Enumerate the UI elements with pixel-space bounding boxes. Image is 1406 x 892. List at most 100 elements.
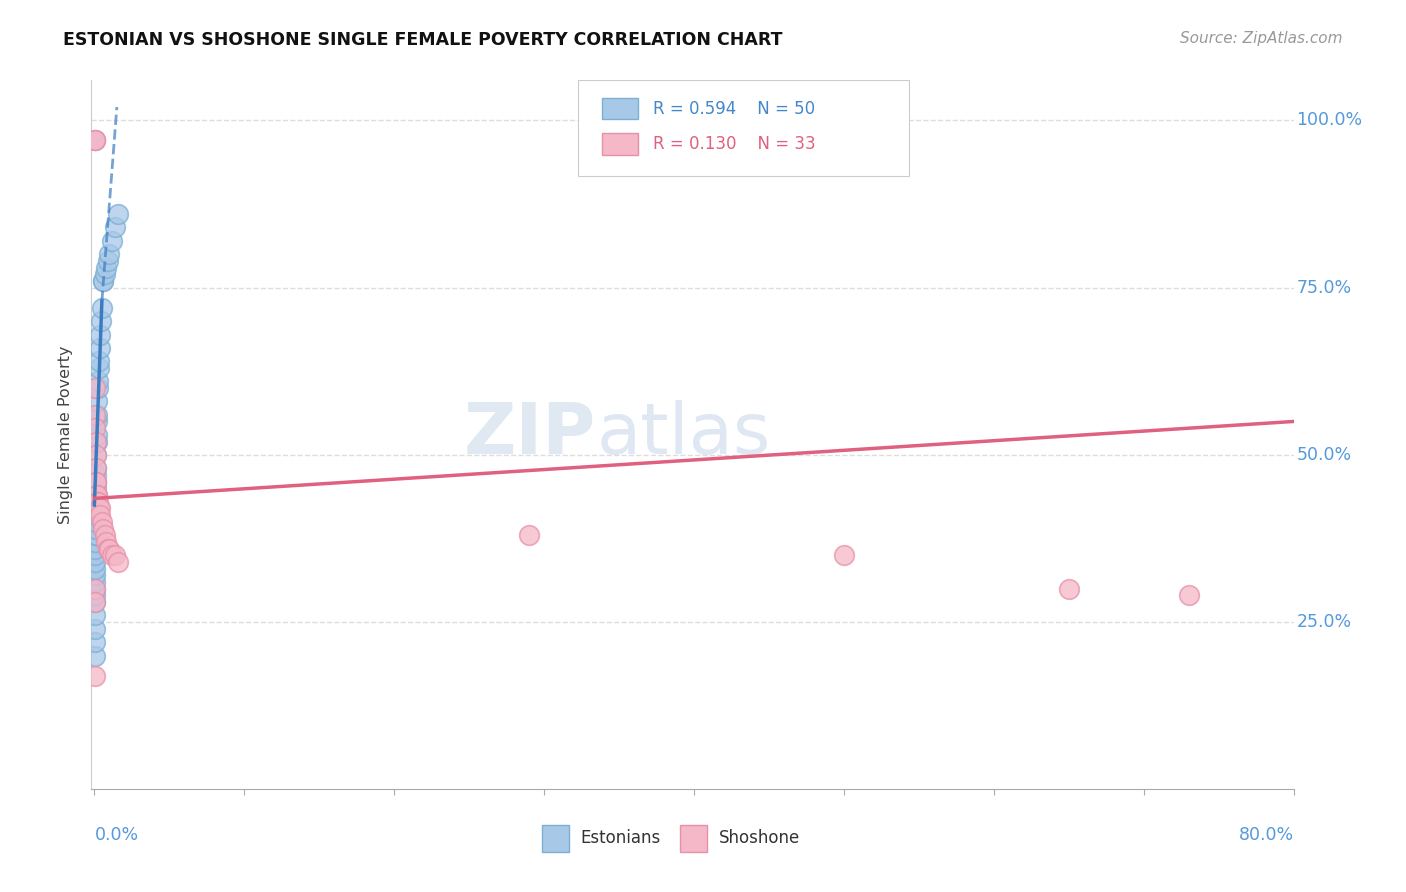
Point [87, 501, 110, 516]
Point [84, 468, 107, 483]
Text: 80.0%: 80.0% [1239, 826, 1294, 844]
Point [84, 461, 107, 475]
Point [84, 508, 107, 523]
Point [89, 327, 111, 342]
Point [84, 434, 107, 449]
Point [84, 528, 107, 542]
Bar [602, 98, 638, 120]
Point [86, 434, 108, 449]
Point [517, 528, 540, 542]
Text: Source: ZipAtlas.com: Source: ZipAtlas.com [1180, 31, 1343, 46]
Point [1057, 582, 1080, 596]
Text: 0.0%: 0.0% [94, 826, 139, 844]
Text: Estonians: Estonians [581, 830, 661, 847]
Point [86, 448, 108, 462]
Point [104, 220, 127, 235]
Point [86, 394, 108, 409]
Point [84, 134, 107, 148]
Point [84, 482, 107, 496]
Point [107, 207, 129, 221]
Point [83, 595, 105, 609]
Text: 25.0%: 25.0% [1296, 613, 1351, 632]
Point [97, 254, 120, 268]
Point [94, 528, 117, 542]
Point [84, 515, 107, 529]
Point [84, 475, 107, 489]
Text: R = 0.594    N = 50: R = 0.594 N = 50 [652, 100, 815, 118]
Point [101, 548, 124, 563]
Point [83, 622, 105, 636]
Point [84, 475, 107, 489]
Point [84, 448, 107, 462]
Text: ESTONIAN VS SHOSHONE SINGLE FEMALE POVERTY CORRELATION CHART: ESTONIAN VS SHOSHONE SINGLE FEMALE POVER… [63, 31, 783, 49]
Point [101, 234, 124, 248]
Point [98, 247, 121, 261]
Point [90, 301, 112, 315]
Point [84, 521, 107, 535]
Point [86, 414, 108, 429]
Point [84, 381, 107, 395]
Point [1177, 589, 1199, 603]
Point [84, 568, 107, 582]
Text: R = 0.130    N = 33: R = 0.130 N = 33 [652, 135, 815, 153]
Bar [681, 825, 707, 852]
Point [87, 494, 110, 508]
Point [84, 494, 107, 508]
Point [104, 548, 127, 563]
Text: atlas: atlas [596, 401, 770, 469]
Point [84, 408, 107, 422]
Point [96, 535, 118, 549]
Point [83, 134, 105, 148]
FancyBboxPatch shape [578, 80, 908, 176]
Point [87, 354, 110, 368]
Point [98, 541, 121, 556]
Point [89, 341, 111, 355]
Point [91, 274, 114, 288]
Point [90, 515, 112, 529]
Bar [543, 825, 568, 852]
Point [90, 314, 112, 328]
Point [832, 548, 855, 563]
Point [84, 528, 107, 542]
Point [87, 361, 110, 376]
Point [84, 535, 107, 549]
Point [84, 488, 107, 502]
Point [86, 494, 108, 508]
Text: ZIP: ZIP [464, 401, 596, 469]
Point [107, 555, 129, 569]
Point [96, 260, 118, 275]
Point [83, 582, 105, 596]
Point [83, 669, 105, 683]
Text: 50.0%: 50.0% [1296, 446, 1351, 464]
Point [83, 134, 105, 148]
Point [84, 501, 107, 516]
Point [84, 575, 107, 590]
Point [84, 595, 107, 609]
Point [84, 608, 107, 623]
Point [84, 582, 107, 596]
Point [84, 562, 107, 576]
Point [84, 541, 107, 556]
Text: 75.0%: 75.0% [1296, 278, 1351, 297]
Point [83, 648, 105, 663]
Point [86, 488, 108, 502]
Point [86, 488, 108, 502]
Point [84, 589, 107, 603]
Point [84, 548, 107, 563]
Point [93, 521, 115, 535]
Point [89, 508, 111, 523]
Point [86, 381, 108, 395]
Text: 100.0%: 100.0% [1296, 112, 1362, 129]
Text: Shoshone: Shoshone [718, 830, 800, 847]
Point [93, 274, 115, 288]
Point [87, 375, 110, 389]
Point [86, 428, 108, 442]
Point [97, 541, 120, 556]
Point [86, 408, 108, 422]
Y-axis label: Single Female Poverty: Single Female Poverty [58, 345, 73, 524]
Point [86, 475, 108, 489]
Point [89, 501, 111, 516]
Point [84, 421, 107, 435]
Point [86, 461, 108, 475]
Point [84, 555, 107, 569]
